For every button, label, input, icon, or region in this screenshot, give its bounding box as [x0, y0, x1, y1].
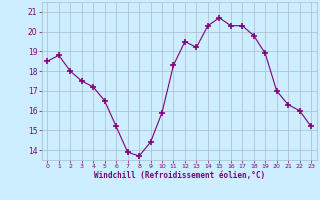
X-axis label: Windchill (Refroidissement éolien,°C): Windchill (Refroidissement éolien,°C) — [94, 171, 265, 180]
